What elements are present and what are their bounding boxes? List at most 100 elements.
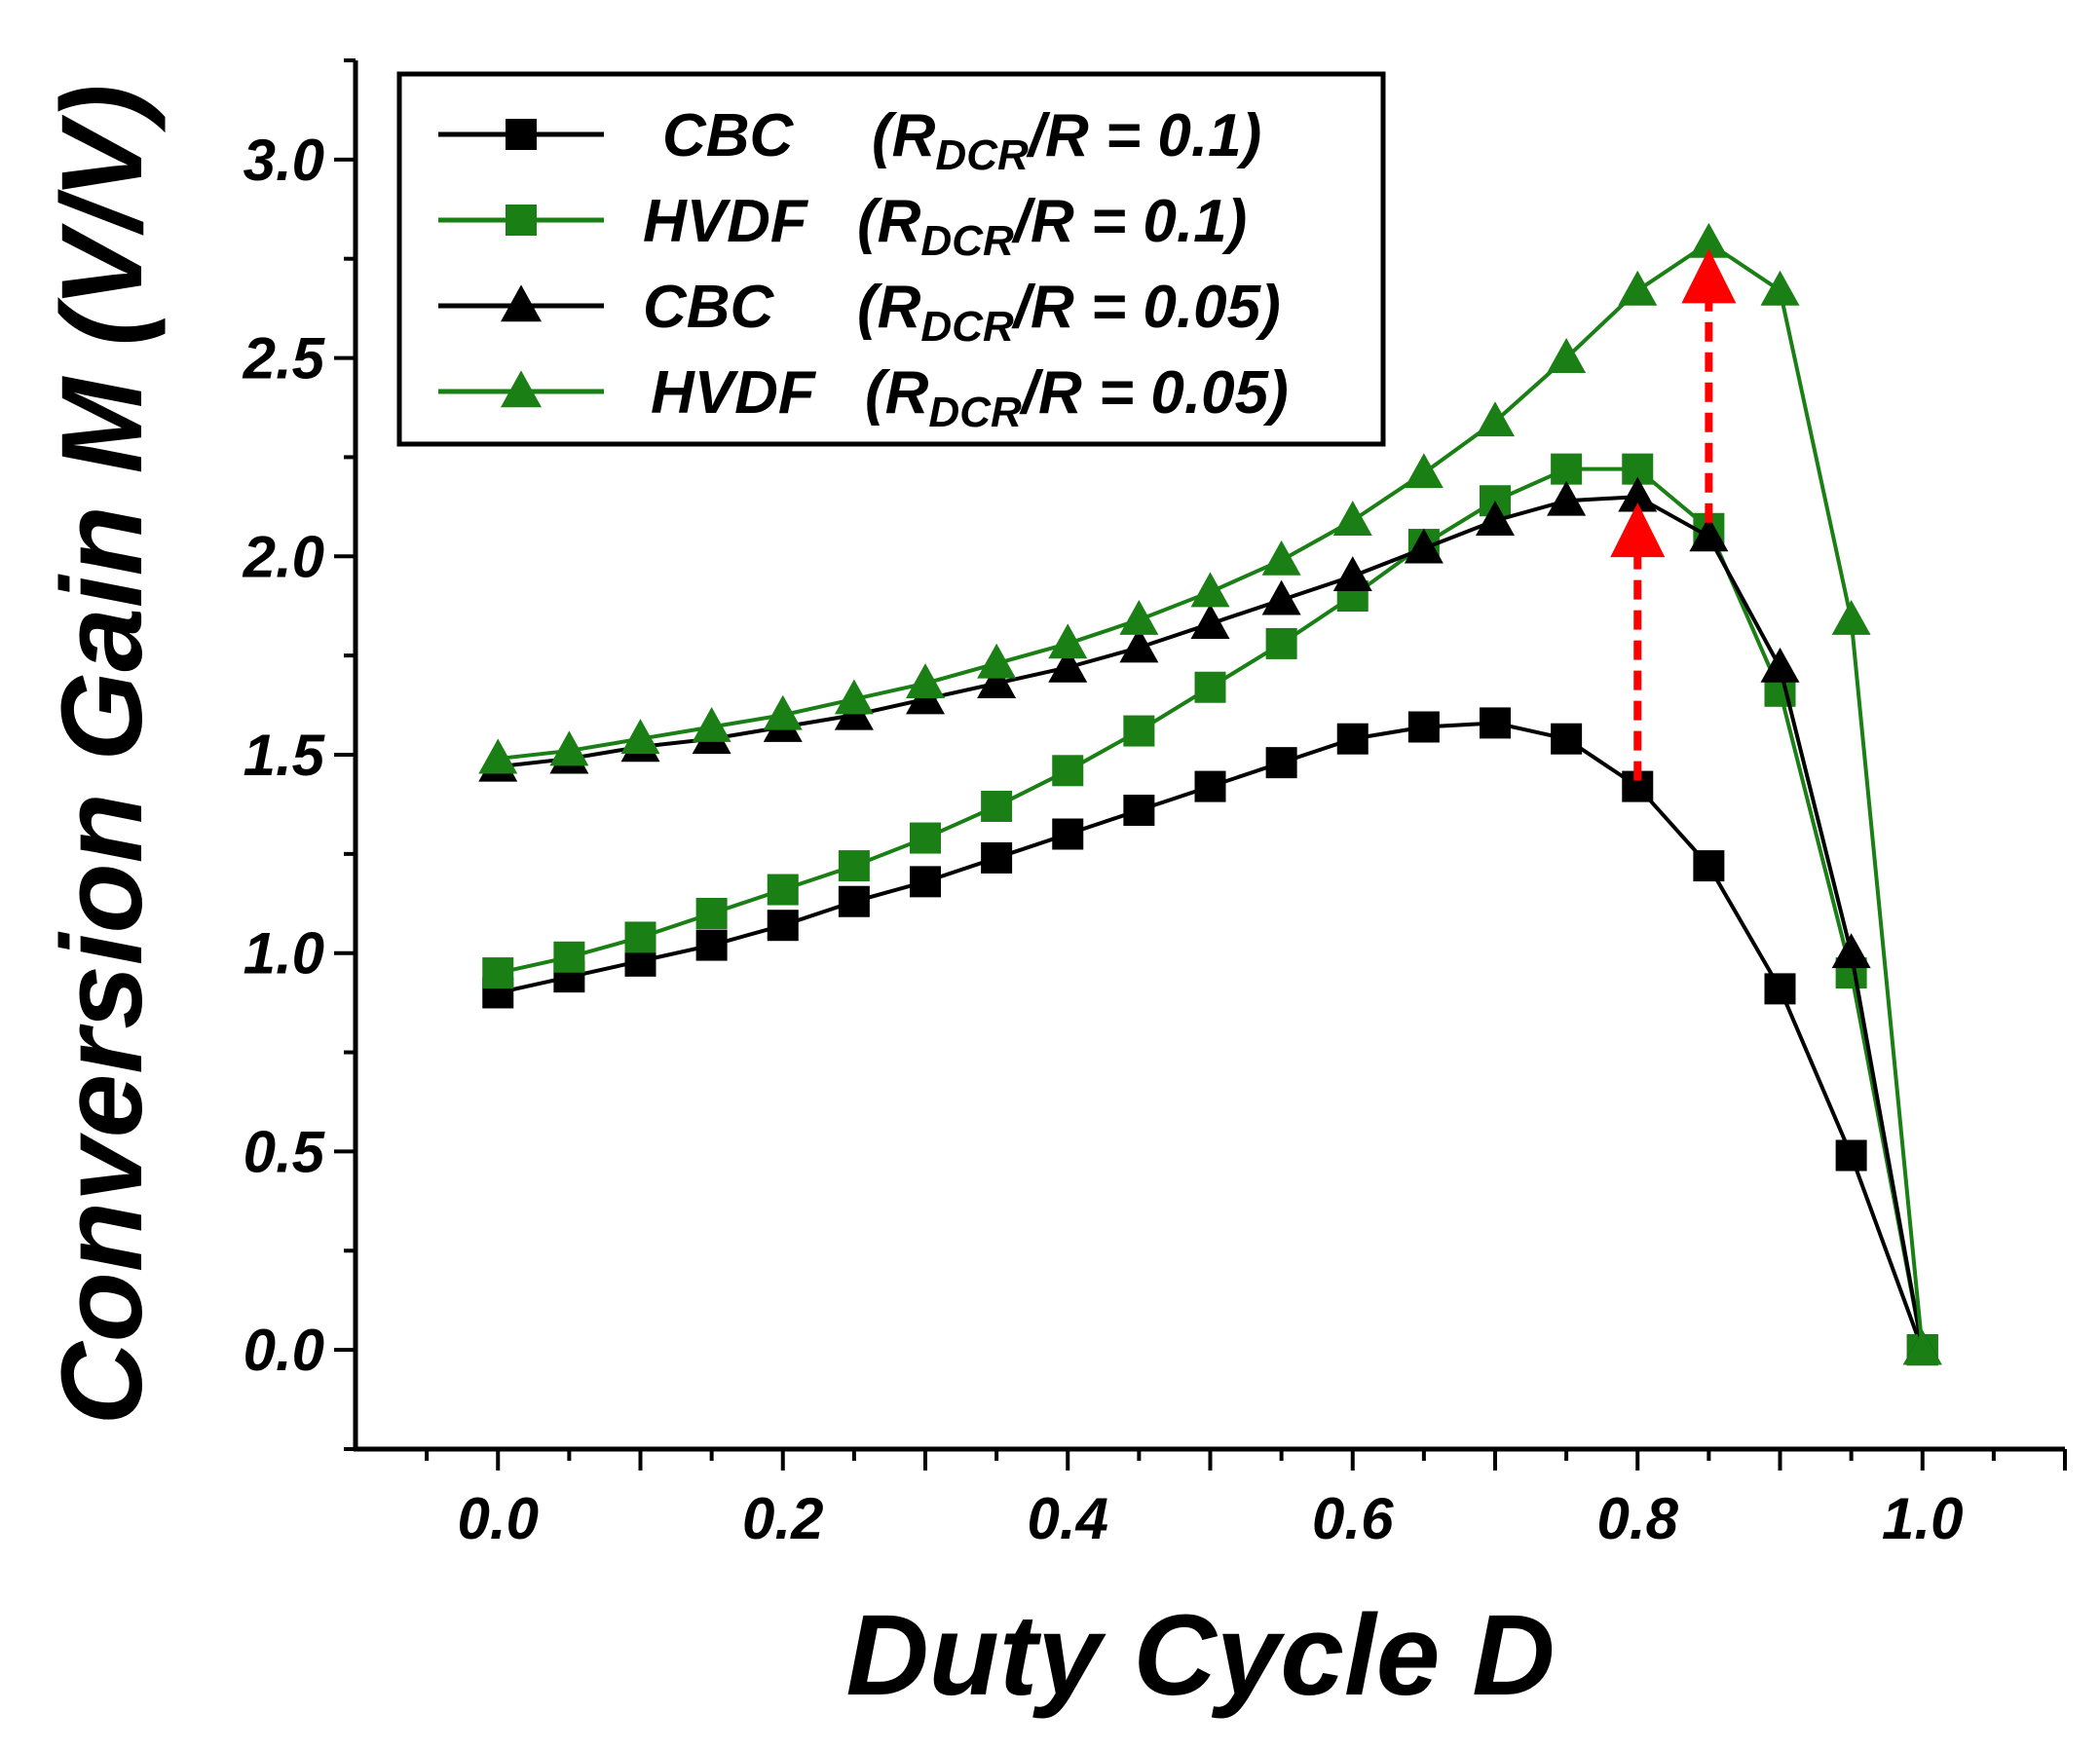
data-point — [838, 850, 870, 882]
data-point — [906, 663, 945, 699]
data-point — [1194, 671, 1226, 703]
data-point — [1123, 795, 1155, 827]
data-point — [1476, 401, 1515, 437]
data-point — [1831, 933, 1871, 969]
data-point — [1194, 770, 1226, 802]
data-point — [834, 679, 874, 715]
data-point — [1123, 715, 1155, 747]
x-tick-label: 0.6 — [1312, 1486, 1394, 1551]
data-point — [1760, 270, 1800, 306]
data-point — [1048, 623, 1088, 659]
data-point — [1052, 818, 1084, 850]
legend-label: CBC (RDCR/R = 0.05) — [643, 274, 1281, 351]
legend-entry: HVDF (RDCR/R = 0.1) — [438, 188, 1247, 265]
annotation-arrow-head — [1681, 248, 1737, 304]
data-point — [695, 897, 728, 929]
legend-label: HVDF (RDCR/R = 0.1) — [643, 188, 1247, 265]
data-point — [1332, 501, 1372, 537]
y-tick-label: 2.0 — [243, 524, 324, 589]
legend-label: HVDF (RDCR/R = 0.05) — [651, 359, 1289, 436]
data-point — [1048, 647, 1088, 683]
data-point — [1332, 556, 1372, 592]
data-point — [695, 929, 728, 961]
data-point — [977, 663, 1017, 699]
data-point — [1760, 647, 1800, 683]
data-point — [1902, 1329, 1942, 1365]
series-3 — [478, 476, 1942, 1365]
annotation-arrow — [1681, 248, 1737, 523]
data-point — [1119, 599, 1159, 635]
data-point — [624, 921, 656, 953]
y-tick-label: 0.0 — [244, 1318, 324, 1383]
data-point — [981, 790, 1013, 822]
legend-marker — [506, 119, 537, 150]
legend: CBC (RDCR/R = 0.1) HVDF (RDCR/R = 0.1) CBC (R… — [396, 71, 1386, 447]
data-point — [1547, 338, 1587, 373]
x-tick-label: 0.2 — [742, 1486, 823, 1551]
data-point — [767, 910, 799, 942]
data-point — [910, 822, 941, 854]
data-point — [1618, 476, 1658, 512]
x-tick-label: 1.0 — [1882, 1486, 1963, 1551]
y-tick-label: 0.5 — [244, 1119, 326, 1184]
data-point — [1551, 453, 1583, 485]
data-point — [1190, 604, 1230, 639]
legend-marker — [501, 370, 542, 408]
data-point — [1404, 528, 1444, 564]
annotation-arrow-head — [1610, 503, 1666, 558]
data-point — [478, 738, 518, 774]
legend-entry: HVDF (RDCR/R = 0.05) — [438, 359, 1289, 436]
data-point — [838, 885, 870, 917]
annotation-arrow — [1610, 503, 1666, 781]
data-point — [1764, 973, 1796, 1005]
y-tick-label: 1.0 — [244, 921, 324, 987]
series-4 — [478, 222, 1942, 1365]
data-point — [1407, 711, 1440, 743]
y-axis-title: Conversion Gain M (V/V) — [38, 85, 167, 1426]
data-point — [1835, 1139, 1867, 1172]
y-tick-label: 1.5 — [244, 723, 326, 788]
legend-marker — [506, 205, 537, 236]
data-point — [1476, 501, 1515, 537]
legend-entry: CBC (RDCR/R = 0.1) — [438, 102, 1261, 179]
y-tick-label: 2.5 — [243, 326, 326, 391]
x-tick-label: 0.4 — [1028, 1486, 1108, 1551]
legend-label: CBC (RDCR/R = 0.1) — [662, 102, 1261, 179]
data-point — [1265, 747, 1297, 779]
data-point — [1265, 627, 1297, 659]
data-point — [1547, 480, 1587, 516]
data-point — [1693, 850, 1725, 882]
data-point — [1480, 707, 1511, 739]
data-point — [1261, 540, 1301, 576]
x-tick-label: 0.8 — [1597, 1486, 1679, 1551]
axes: 0.0 0.5 1.0 1.5 2.0 2.5 3.0 0.0 0.2 0.4 0.6 0.8 1.0 — [243, 58, 2067, 1551]
y-tick-label: 3.0 — [244, 128, 324, 193]
data-point — [1831, 599, 1871, 635]
x-axis-title: Duty Cycle D — [846, 1591, 1556, 1720]
series-1 — [482, 707, 1938, 1366]
data-point — [1551, 723, 1583, 755]
data-point — [1336, 723, 1369, 755]
data-point — [910, 866, 941, 898]
data-point — [1404, 453, 1444, 489]
data-point — [981, 841, 1013, 874]
data-point — [549, 730, 589, 766]
data-point — [620, 719, 660, 755]
legend-marker — [501, 284, 542, 322]
data-point — [1119, 627, 1159, 663]
plot-area — [478, 222, 1942, 1366]
data-point — [1689, 516, 1729, 552]
data-point — [692, 706, 731, 742]
data-point — [763, 694, 803, 730]
x-tick-label: 0.0 — [458, 1486, 539, 1551]
data-point — [482, 957, 514, 989]
data-point — [1689, 222, 1729, 258]
data-point — [553, 941, 585, 973]
legend-entry: CBC (RDCR/R = 0.05) — [438, 274, 1281, 351]
data-point — [1052, 755, 1084, 787]
data-point — [1190, 572, 1230, 608]
series-line — [497, 721, 1925, 1351]
data-point — [767, 874, 799, 906]
data-point — [977, 643, 1017, 679]
